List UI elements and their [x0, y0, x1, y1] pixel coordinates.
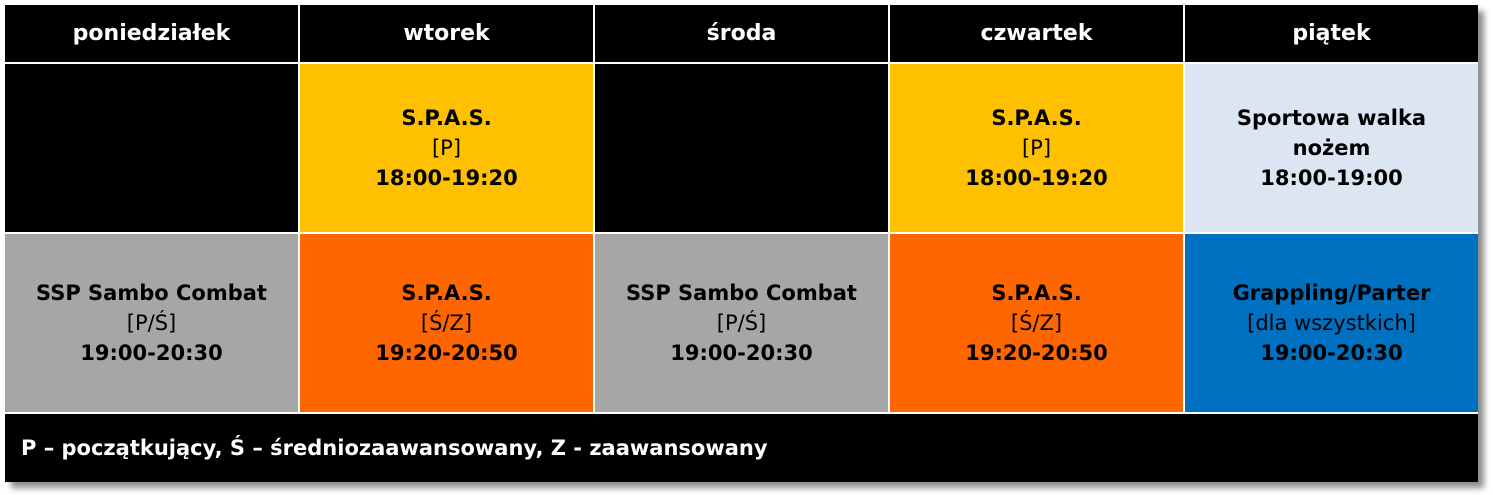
class-title: S.P.A.S. [401, 106, 492, 130]
class-title: Grappling/Parter [1232, 281, 1431, 305]
class-title: S.P.A.S. [991, 281, 1082, 305]
class-time: 19:20-20:50 [375, 341, 518, 365]
class-title: SSP Sambo Combat [626, 281, 857, 305]
class-cell: S.P.A.S. [Ś/Z] 19:20-20:50 [890, 234, 1183, 412]
class-cell: SSP Sambo Combat [P/Ś] 19:00-20:30 [595, 234, 888, 412]
class-cell: S.P.A.S. [P] 18:00-19:20 [300, 64, 593, 232]
class-title: S.P.A.S. [401, 281, 492, 305]
class-title: S.P.A.S. [991, 106, 1082, 130]
class-cell: S.P.A.S. [Ś/Z] 19:20-20:50 [300, 234, 593, 412]
schedule-table: poniedziałek wtorek środa czwartek piątek S.P… [5, 5, 1478, 482]
class-time: 18:00-19:20 [965, 166, 1108, 190]
legend-footer: P – początkujący, Ś – średniozaawansowan… [5, 414, 1478, 482]
class-level: [P/Ś] [126, 311, 177, 335]
class-time: 19:00-20:30 [80, 341, 223, 365]
class-level: [Ś/Z] [420, 311, 473, 335]
class-level: [Ś/Z] [1010, 311, 1063, 335]
class-time: 18:00-19:20 [375, 166, 518, 190]
day-header: piątek [1185, 5, 1478, 62]
class-time: 19:20-20:50 [965, 341, 1108, 365]
class-time: 19:00-20:30 [1260, 341, 1403, 365]
class-title: Sportowa walka nożem [1236, 106, 1427, 160]
class-level: [P] [431, 136, 462, 160]
class-level: [P] [1021, 136, 1052, 160]
class-time: 19:00-20:30 [670, 341, 813, 365]
class-level: [dla wszystkich] [1247, 311, 1416, 335]
class-cell: Sportowa walka nożem 18:00-19:00 [1185, 64, 1478, 232]
class-title: SSP Sambo Combat [36, 281, 267, 305]
class-cell: Grappling/Parter [dla wszystkich] 19:00-20… [1185, 234, 1478, 412]
class-cell: SSP Sambo Combat [P/Ś] 19:00-20:30 [5, 234, 298, 412]
day-header: wtorek [300, 5, 593, 62]
class-time: 18:00-19:00 [1260, 166, 1403, 190]
day-header: czwartek [890, 5, 1183, 62]
class-cell [5, 64, 298, 232]
day-header: środa [595, 5, 888, 62]
class-cell: S.P.A.S. [P] 18:00-19:20 [890, 64, 1183, 232]
class-cell [595, 64, 888, 232]
class-level: [P/Ś] [716, 311, 767, 335]
day-header: poniedziałek [5, 5, 298, 62]
